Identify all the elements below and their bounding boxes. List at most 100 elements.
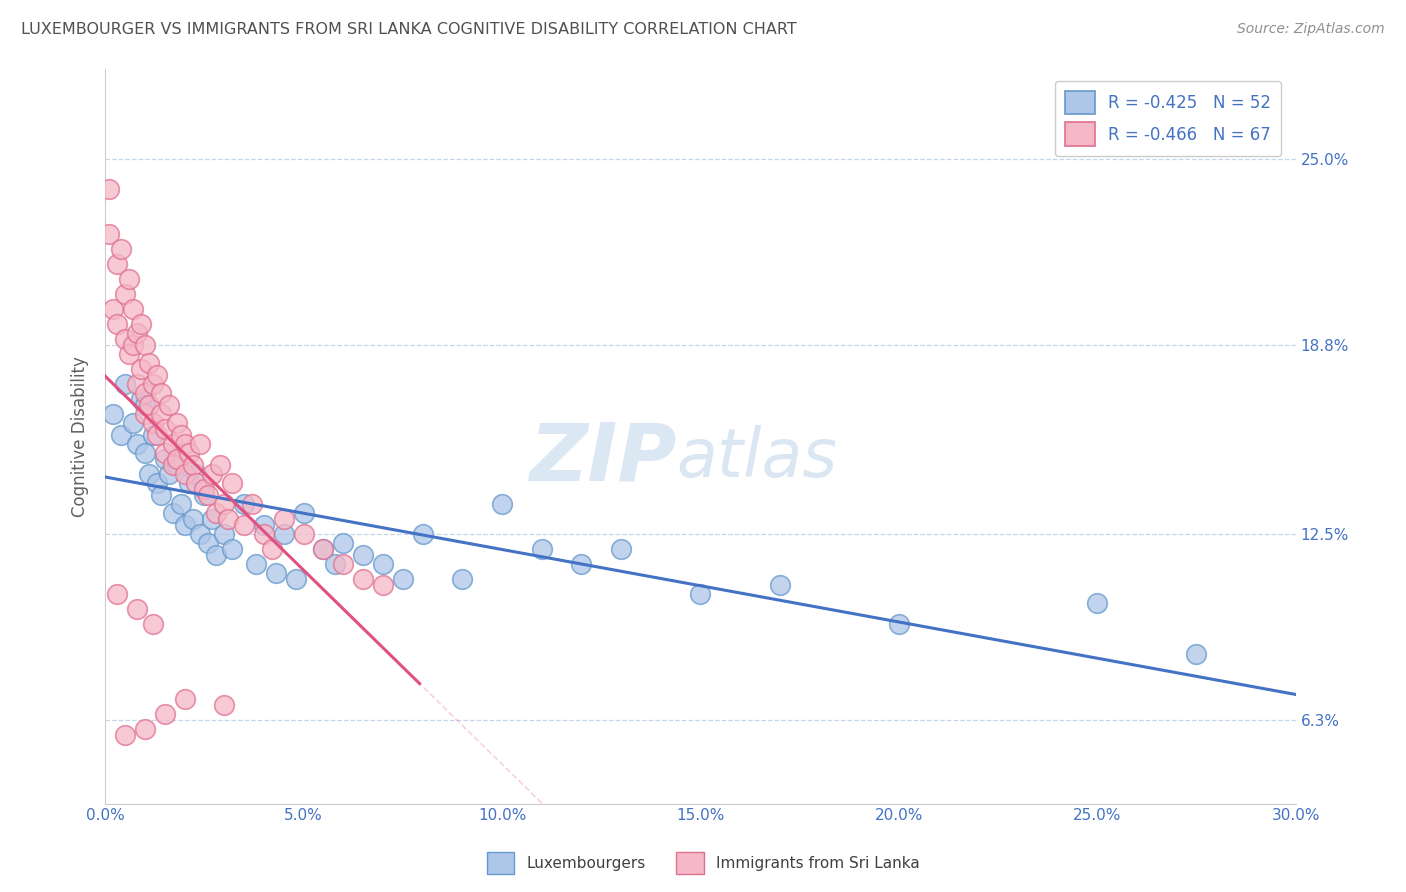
Point	[1185, 647, 1208, 661]
Point	[98, 227, 121, 241]
Point	[1085, 596, 1108, 610]
Point	[186, 475, 208, 490]
Point	[197, 487, 219, 501]
Text: atlas: atlas	[676, 425, 838, 491]
Point	[177, 475, 200, 490]
Point	[149, 385, 172, 400]
Point	[122, 416, 145, 430]
Point	[253, 517, 276, 532]
Point	[260, 541, 283, 556]
Point	[134, 337, 156, 351]
Text: LUXEMBOURGER VS IMMIGRANTS FROM SRI LANKA COGNITIVE DISABILITY CORRELATION CHART: LUXEMBOURGER VS IMMIGRANTS FROM SRI LANK…	[21, 22, 797, 37]
Point	[101, 301, 124, 316]
Point	[217, 511, 239, 525]
Point	[312, 541, 335, 556]
Point	[149, 487, 172, 501]
Text: Source: ZipAtlas.com: Source: ZipAtlas.com	[1237, 22, 1385, 37]
Point	[153, 445, 176, 459]
Point	[610, 541, 633, 556]
Legend: Luxembourgers, Immigrants from Sri Lanka: Luxembourgers, Immigrants from Sri Lanka	[481, 846, 925, 880]
Point	[769, 577, 792, 591]
Point	[352, 572, 374, 586]
Point	[114, 728, 136, 742]
Point	[157, 398, 180, 412]
Point	[569, 557, 592, 571]
Point	[125, 326, 148, 340]
Point	[142, 376, 165, 391]
Point	[138, 355, 160, 369]
Point	[149, 407, 172, 421]
Point	[292, 526, 315, 541]
Point	[153, 421, 176, 435]
Point	[142, 616, 165, 631]
Point	[312, 541, 335, 556]
Point	[391, 572, 413, 586]
Point	[142, 416, 165, 430]
Point	[101, 407, 124, 421]
Point	[114, 332, 136, 346]
Point	[118, 271, 141, 285]
Point	[212, 497, 235, 511]
Point	[105, 256, 128, 270]
Point	[146, 368, 169, 382]
Point	[98, 181, 121, 195]
Point	[153, 451, 176, 466]
Point	[125, 376, 148, 391]
Point	[134, 407, 156, 421]
Point	[129, 317, 152, 331]
Point	[110, 427, 132, 442]
Point	[166, 416, 188, 430]
Point	[162, 436, 184, 450]
Point	[122, 337, 145, 351]
Point	[530, 541, 553, 556]
Point	[193, 487, 215, 501]
Point	[491, 497, 513, 511]
Point	[118, 346, 141, 360]
Point	[233, 517, 256, 532]
Point	[138, 398, 160, 412]
Point	[292, 506, 315, 520]
Point	[201, 511, 224, 525]
Point	[129, 392, 152, 406]
Point	[134, 722, 156, 736]
Point	[153, 706, 176, 721]
Point	[105, 586, 128, 600]
Point	[186, 467, 208, 481]
Point	[233, 497, 256, 511]
Y-axis label: Cognitive Disability: Cognitive Disability	[72, 356, 89, 516]
Point	[105, 317, 128, 331]
Point	[129, 361, 152, 376]
Point	[138, 467, 160, 481]
Point	[689, 586, 711, 600]
Point	[284, 572, 307, 586]
Point	[887, 616, 910, 631]
Point	[177, 445, 200, 459]
Point	[134, 398, 156, 412]
Point	[221, 541, 243, 556]
Point	[166, 451, 188, 466]
Point	[325, 557, 347, 571]
Point	[190, 436, 212, 450]
Point	[209, 458, 232, 472]
Point	[157, 467, 180, 481]
Point	[122, 301, 145, 316]
Point	[173, 691, 195, 706]
Point	[114, 376, 136, 391]
Point	[181, 511, 204, 525]
Point	[240, 497, 263, 511]
Point	[142, 427, 165, 442]
Point	[173, 436, 195, 450]
Text: ZIP: ZIP	[529, 419, 676, 497]
Point	[162, 458, 184, 472]
Point	[245, 557, 267, 571]
Point	[162, 506, 184, 520]
Point	[221, 475, 243, 490]
Point	[371, 577, 394, 591]
Point	[197, 535, 219, 549]
Point	[169, 427, 191, 442]
Point	[169, 497, 191, 511]
Point	[212, 526, 235, 541]
Point	[253, 526, 276, 541]
Point	[201, 467, 224, 481]
Point	[332, 557, 354, 571]
